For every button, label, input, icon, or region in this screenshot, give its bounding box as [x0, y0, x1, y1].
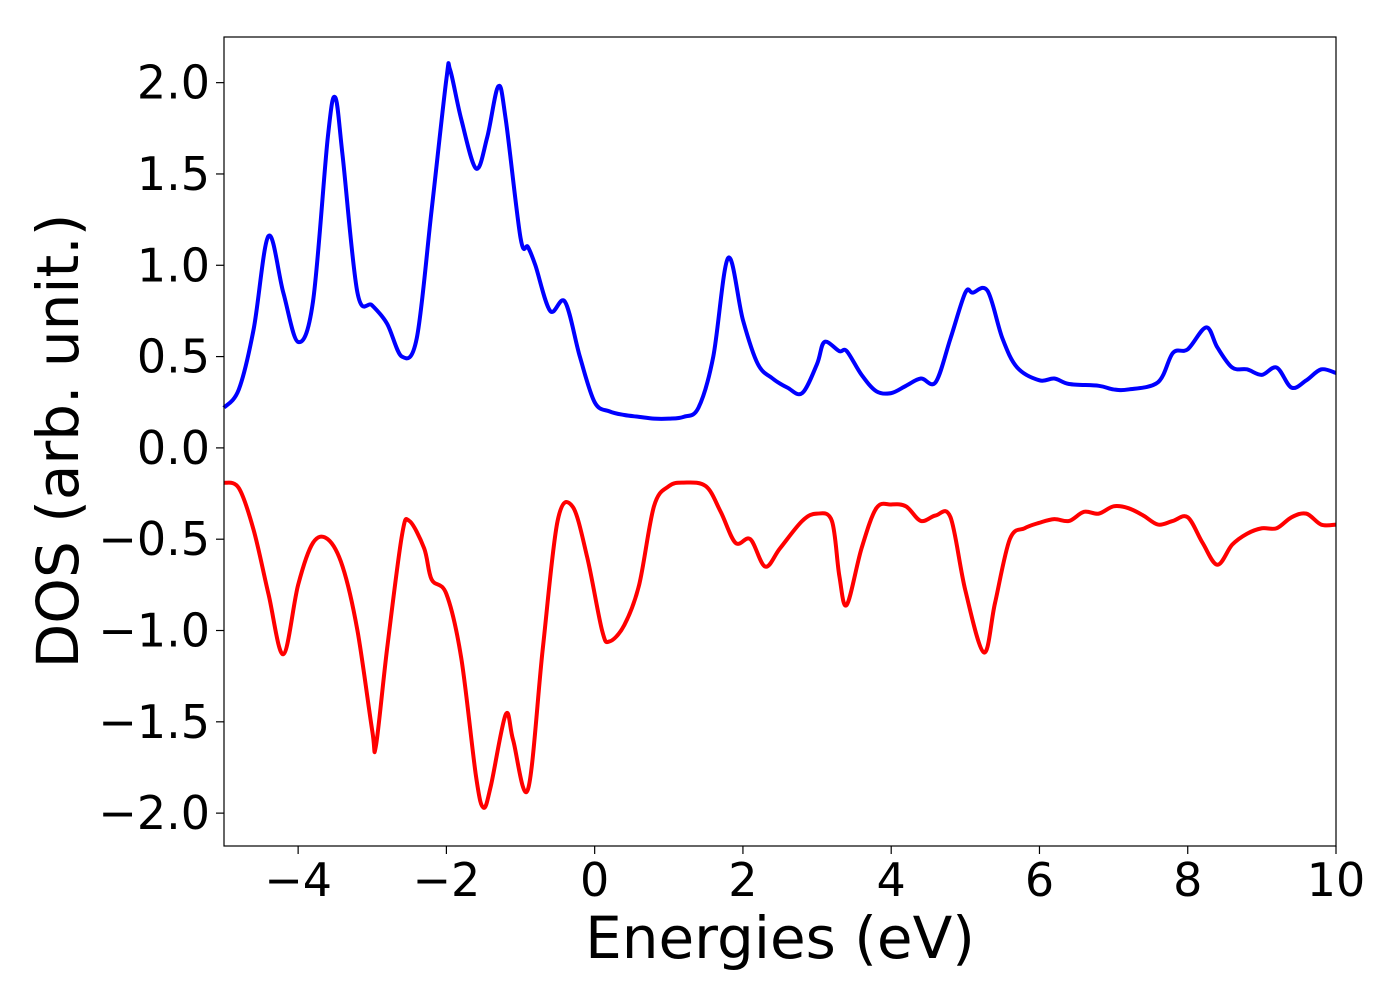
- x-tick-label: −4: [264, 853, 332, 907]
- y-tick-label: 1.0: [137, 238, 210, 292]
- series-group: [222, 61, 1337, 810]
- series-line-2: [223, 480, 1337, 810]
- x-tick-label: 4: [877, 853, 906, 907]
- x-tick-label: 10: [1307, 853, 1366, 907]
- y-axis-ticks: 2.0 1.5 1.0 0.5 0.0 −0.5 −1.0 −1.5 −2.0: [98, 56, 224, 840]
- series-line-1: [222, 61, 1337, 421]
- y-tick-label: 0.0: [137, 421, 210, 475]
- y-axis-label: DOS (arb. unit.): [24, 214, 92, 669]
- y-tick-label: −1.0: [98, 604, 210, 658]
- plot-frame: [223, 36, 1337, 847]
- y-tick-label: 0.5: [137, 330, 210, 384]
- x-tick-label: 6: [1025, 853, 1054, 907]
- x-tick-label: 0: [580, 853, 609, 907]
- y-tick-label: −2.0: [98, 786, 210, 840]
- y-tick-label: 2.0: [137, 56, 210, 110]
- x-tick-label: 2: [728, 853, 757, 907]
- y-tick-label: −0.5: [98, 512, 210, 566]
- x-axis-ticks: −4 −2 0 2 4 6 8 10: [264, 846, 1365, 907]
- x-tick-label: 8: [1173, 853, 1202, 907]
- y-tick-label: 1.5: [137, 147, 210, 201]
- y-tick-label: −1.5: [98, 695, 210, 749]
- x-tick-label: −2: [412, 853, 480, 907]
- plot-area: [222, 36, 1337, 847]
- x-axis-label: Energies (eV): [585, 904, 975, 972]
